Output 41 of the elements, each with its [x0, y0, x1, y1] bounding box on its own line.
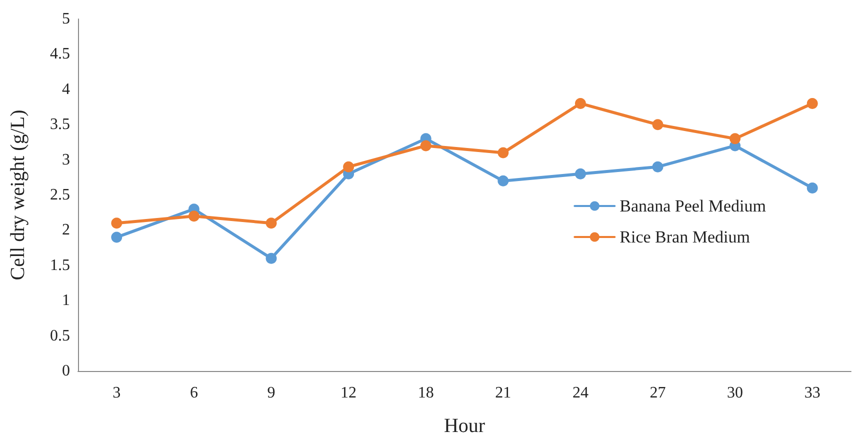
point [806, 182, 818, 194]
y-axis-title: Cell dry weight (g/L) [7, 110, 29, 280]
point [420, 140, 432, 152]
point [652, 119, 664, 130]
x-tick-label: 18 [418, 384, 434, 402]
x-tick-label: 12 [340, 384, 357, 402]
x-tick-label: 21 [495, 384, 512, 402]
x-tick-label: 3 [112, 384, 121, 402]
y-tick-label: 4.5 [50, 46, 70, 63]
y-tick-label: 0 [62, 362, 70, 380]
point [498, 175, 509, 186]
y-tick-label: 5 [62, 10, 70, 28]
point [188, 210, 200, 222]
legend-label: Rice Bran Medium [620, 228, 750, 246]
x-tick-label: 24 [572, 384, 588, 402]
y-tick-label: 1 [62, 292, 70, 310]
x-tick-label: 33 [804, 384, 820, 402]
x-axis-title: Hour [444, 415, 486, 437]
point [266, 252, 277, 264]
y-tick-label: 2 [62, 222, 70, 239]
point [498, 147, 509, 158]
point [806, 98, 818, 109]
y-tick-label: 3.5 [50, 116, 70, 134]
x-tick-label: 30 [727, 384, 744, 402]
point [266, 218, 277, 229]
x-tick-label: 9 [267, 384, 276, 402]
x-tick-label: 27 [650, 384, 666, 402]
x-tick-label: 6 [190, 384, 198, 402]
legend-label: Banana Peel Medium [620, 196, 766, 216]
point [730, 133, 741, 144]
y-tick-label: 3 [62, 151, 70, 168]
y-tick-label: 2.5 [50, 186, 70, 204]
y-tick-label: 4 [62, 80, 70, 98]
y-tick-label: 0.5 [50, 327, 70, 344]
point [652, 161, 664, 172]
point [574, 98, 586, 109]
point [111, 218, 122, 229]
y-tick-label: 1.5 [50, 256, 70, 274]
point [111, 232, 122, 243]
point [343, 161, 354, 172]
point [574, 168, 586, 180]
